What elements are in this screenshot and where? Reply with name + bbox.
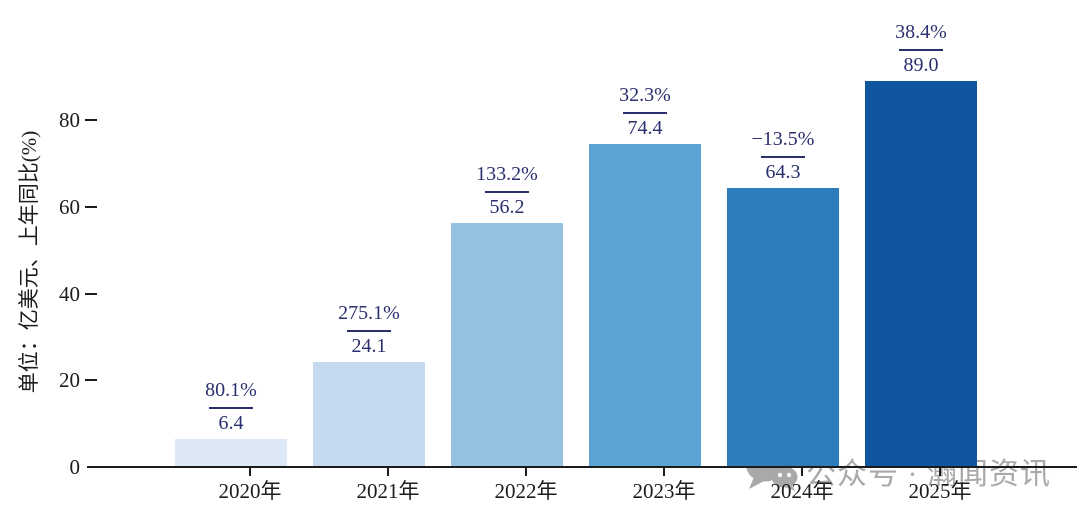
x-axis-line bbox=[87, 466, 1077, 468]
yoy-label: 80.1% bbox=[205, 379, 257, 402]
y-tick-mark bbox=[85, 205, 97, 208]
y-tick-label: 40 bbox=[59, 281, 80, 306]
yoy-label: −13.5% bbox=[751, 128, 815, 151]
yoy-label: 38.4% bbox=[895, 20, 947, 43]
value-label: 89.0 bbox=[903, 53, 939, 76]
x-tick-mark bbox=[249, 466, 251, 476]
bar-2024年 bbox=[727, 188, 839, 467]
x-tick-label: 2021年 bbox=[356, 479, 420, 503]
x-tick-label: 2024年 bbox=[770, 479, 834, 503]
y-tick-mark bbox=[85, 379, 97, 382]
y-tick-label: 60 bbox=[59, 194, 80, 219]
bar-2025年 bbox=[865, 80, 977, 467]
value-label: 74.4 bbox=[627, 117, 663, 140]
annotation-divider bbox=[485, 191, 529, 194]
x-tick-mark bbox=[525, 466, 527, 476]
bar-2021年 bbox=[313, 362, 425, 467]
annotation-divider bbox=[899, 48, 943, 51]
x-tick-mark bbox=[387, 466, 389, 476]
y-tick-mark bbox=[85, 292, 97, 295]
annotation-divider bbox=[761, 156, 805, 159]
value-label: 56.2 bbox=[489, 196, 525, 219]
yoy-label: 133.2% bbox=[476, 163, 538, 186]
annotation-divider bbox=[347, 330, 391, 333]
x-tick-label: 2020年 bbox=[218, 479, 282, 503]
value-label: 64.3 bbox=[765, 161, 801, 184]
bar-2020年 bbox=[175, 439, 287, 467]
y-tick-label: 0 bbox=[69, 455, 81, 479]
x-tick-mark bbox=[939, 466, 941, 476]
y-tick-label: 80 bbox=[59, 108, 80, 132]
value-label: 6.4 bbox=[218, 412, 244, 435]
value-label: 24.1 bbox=[351, 335, 387, 358]
y-tick-mark bbox=[85, 119, 97, 121]
x-tick-label: 2023年 bbox=[632, 479, 696, 503]
y-tick-label: 20 bbox=[59, 368, 80, 393]
x-tick-mark bbox=[801, 466, 803, 476]
yoy-label: 32.3% bbox=[619, 84, 671, 107]
bar-2022年 bbox=[451, 223, 563, 467]
yoy-label: 275.1% bbox=[338, 302, 400, 325]
x-tick-mark bbox=[663, 466, 665, 476]
annotation-divider bbox=[623, 112, 667, 115]
bar-2023年 bbox=[589, 144, 701, 467]
y-axis-title: 单位：亿美元、上年同比(%) bbox=[17, 130, 41, 394]
x-tick-label: 2025年 bbox=[908, 479, 972, 503]
annotation-divider bbox=[209, 407, 253, 410]
x-tick-label: 2022年 bbox=[494, 479, 558, 503]
